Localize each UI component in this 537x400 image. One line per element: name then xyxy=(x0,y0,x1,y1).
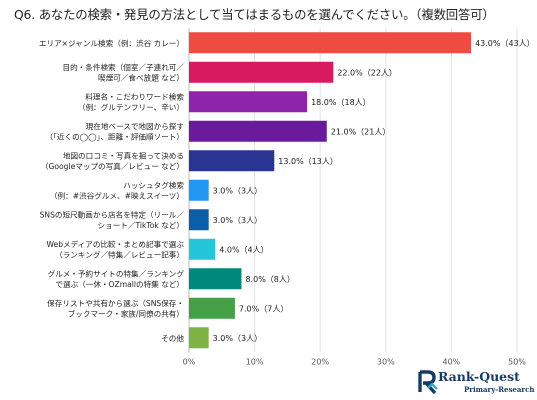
category-label: ショート／TikTok など） xyxy=(98,221,184,230)
bar xyxy=(189,209,209,231)
bar xyxy=(189,327,209,349)
category-label: ハッシュタグ検索 xyxy=(123,180,184,190)
category-label: 保存リストや共有から選ぶ（SNS保存・ xyxy=(47,298,184,308)
category-label: で選ぶ（一休・OZmallの特集 など） xyxy=(55,279,184,289)
category-label: （Googleマップの写真／レビュー など） xyxy=(41,161,184,171)
value-label: 4.0%（4人） xyxy=(219,245,268,254)
bar xyxy=(189,268,242,290)
category-label: （ランキング／特集／レビュー記事） xyxy=(55,250,184,260)
rank-quest-logo-icon xyxy=(418,370,438,395)
bars xyxy=(189,32,472,349)
category-label: 料理名・こだわりワード検索 xyxy=(85,92,184,102)
value-label: 3.0%（3人） xyxy=(213,186,262,195)
x-tick-label: 20% xyxy=(311,358,329,367)
bar xyxy=(189,91,308,113)
category-labels: エリア×ジャンル検索（例：渋谷 カレー） 目的・条件検索（個室／子連れ可／喫煙可／… xyxy=(39,38,184,343)
x-tick-labels: 0% 10% 20% 30% 40% 50% xyxy=(183,358,527,367)
brand-logo: Rank-Quest Primary-Research xyxy=(417,368,535,398)
x-tick-label: 0% xyxy=(183,358,196,367)
bar xyxy=(189,61,334,83)
value-label: 3.0%（3人） xyxy=(213,334,262,343)
page-title: Q6. あなたの検索・発見の方法として当てはまるものを選んでください。（複数回答… xyxy=(14,7,495,22)
category-label: （例：グルテンフリー、辛い） xyxy=(78,102,184,112)
category-label: グルメ・予約サイトの特集／ランキング xyxy=(48,269,185,279)
category-label: Webメディアの比較・まとめ記事で選ぶ xyxy=(46,239,184,249)
value-label: 43.0%（43人） xyxy=(475,39,535,48)
x-tick-label: 50% xyxy=(508,358,526,367)
value-labels: 43.0%（43人） 22.0%（22人） 18.0%（18人） 21.0%（21人）… xyxy=(213,39,535,343)
x-tick-label: 10% xyxy=(246,358,264,367)
bar xyxy=(189,179,209,201)
bar xyxy=(189,32,472,54)
value-label: 21.0%（21人） xyxy=(331,127,391,136)
bar xyxy=(189,150,275,172)
bar xyxy=(189,297,235,319)
x-tick-label: 40% xyxy=(443,358,461,367)
bar xyxy=(189,238,216,260)
value-label: 8.0%（8人） xyxy=(245,275,294,284)
bar xyxy=(189,120,327,142)
category-label: 目的・条件検索（個室／子連れ可／ xyxy=(63,62,185,72)
category-label: 地図の口コミ・写真を掘って決める xyxy=(63,151,184,161)
value-label: 22.0%（22人） xyxy=(337,68,397,77)
category-label: （例：#渋谷グルメ、#映えスイーツ） xyxy=(50,191,184,201)
value-label: 13.0%（13人） xyxy=(278,157,338,166)
x-tick-label: 30% xyxy=(377,358,395,367)
value-label: 7.0%（7人） xyxy=(239,304,288,313)
category-label: エリア×ジャンル検索（例：渋谷 カレー） xyxy=(39,38,184,48)
category-label: ブックマーク・家族/同僚の共有） xyxy=(68,309,184,319)
brand-name: Rank-Quest xyxy=(438,369,520,384)
category-label: その他 xyxy=(161,333,184,343)
category-label: 喫煙可／食べ放題 など） xyxy=(98,73,184,83)
category-label: （「近くの◯◯」、距離・評価順ソート） xyxy=(46,132,185,142)
brand-subtitle: Primary-Research xyxy=(464,385,535,394)
value-label: 18.0%（18人） xyxy=(311,98,371,107)
category-label: 現在地ベースで地図から探す xyxy=(86,121,185,131)
value-label: 3.0%（3人） xyxy=(213,216,262,225)
category-label: SNSの短尺動画から店名を特定（リール／ xyxy=(40,210,185,220)
